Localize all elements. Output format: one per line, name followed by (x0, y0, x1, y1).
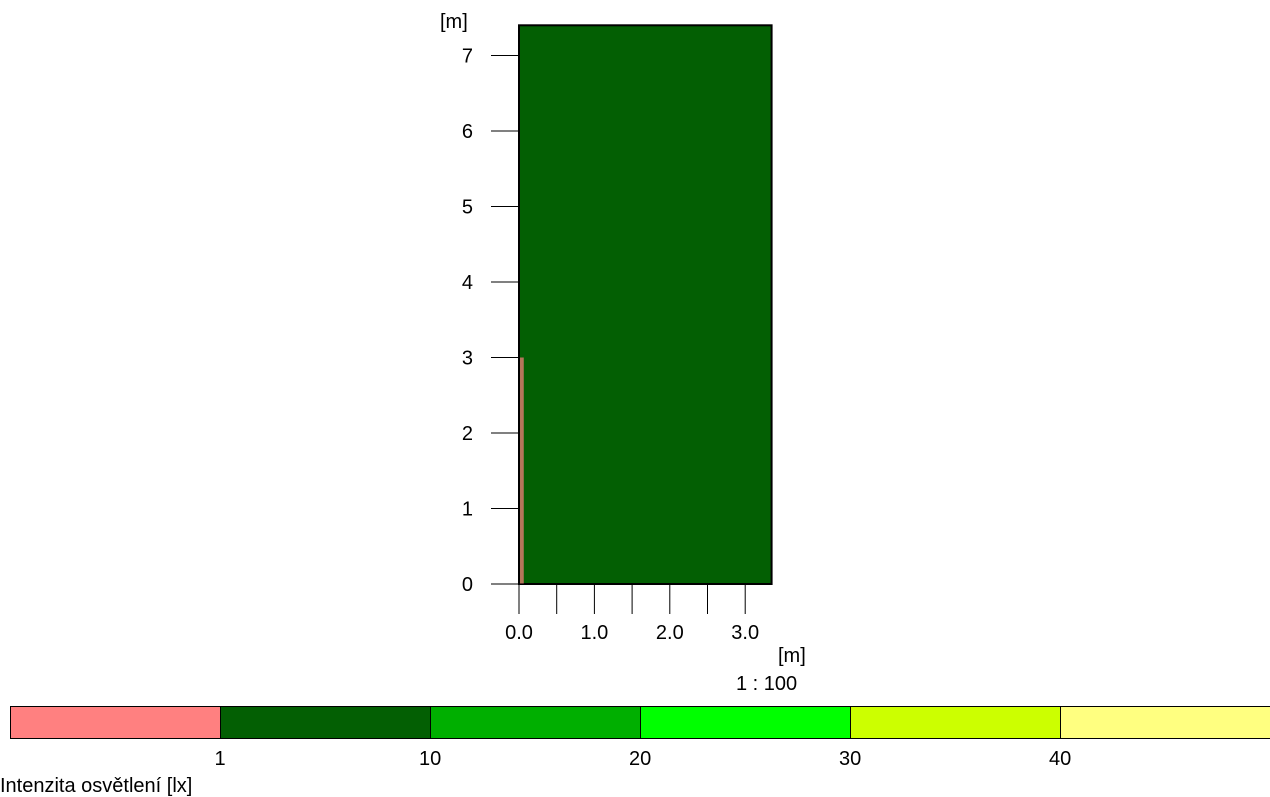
legend-tick-label: 1 (214, 748, 226, 770)
x-tick-label: 3.0 (731, 622, 759, 644)
x-tick-label: 1.0 (580, 622, 608, 644)
plot-area: 0 1 2 3 4 5 6 7 0.0 1.0 2.0 3.0 (462, 24, 773, 644)
x-axis-unit: [m] (778, 645, 806, 667)
legend-title: Intenzita osvětlení [lx] (0, 775, 193, 797)
legend-tick-label: 10 (419, 748, 442, 770)
y-tick-label: 7 (462, 46, 473, 68)
legend-bin (640, 706, 850, 739)
scale-label: 1 : 100 (736, 673, 798, 695)
y-tick-label: 6 (462, 121, 473, 143)
legend-tick-label: 40 (1049, 748, 1072, 770)
x-tick-label: 0.0 (505, 622, 533, 644)
y-tick-label: 5 (462, 197, 473, 219)
legend-tick-label: 20 (629, 748, 652, 770)
legend-bin (1060, 706, 1270, 739)
y-tick-label: 1 (462, 499, 473, 521)
y-axis-unit: [m] (440, 11, 468, 33)
legend-bin (430, 706, 640, 739)
legend-bin (10, 706, 220, 739)
y-tick-label: 0 (462, 574, 473, 596)
legend-tick-label: 30 (839, 748, 862, 770)
legend-bin (850, 706, 1060, 739)
edge-strip (520, 357, 524, 584)
y-tick-label: 2 (462, 423, 473, 445)
y-tick-label: 3 (462, 348, 473, 370)
legend-color-bar (10, 706, 1270, 739)
legend-bin (220, 706, 430, 739)
x-tick-label: 2.0 (656, 622, 684, 644)
y-tick-label: 4 (462, 272, 473, 294)
illuminance-field (518, 24, 773, 586)
